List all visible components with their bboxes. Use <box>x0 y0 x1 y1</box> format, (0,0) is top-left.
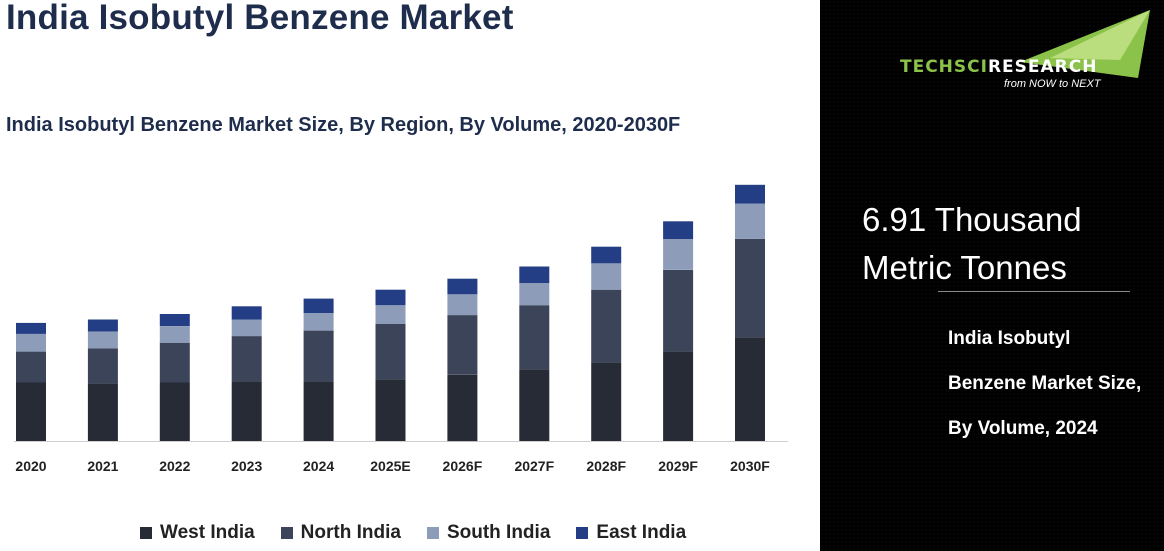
bar-2022-west-india <box>159 382 190 441</box>
stat-value: 6.91 Thousand Metric Tonnes <box>862 201 1082 286</box>
bar-2023-west-india <box>231 381 262 441</box>
legend-item: West India <box>140 522 255 544</box>
logo-tagline: from NOW to NEXT <box>1004 78 1101 90</box>
bar-2023-north-india <box>231 336 262 382</box>
chart-panel: India Isobutyl Benzene Market India Isob… <box>6 0 788 544</box>
logo-brand-a: TECHSCI <box>900 57 988 77</box>
bar-2024-north-india <box>303 330 334 382</box>
bar-2022-south-india <box>159 326 190 343</box>
x-tick-label: 2026F <box>443 458 483 474</box>
bar-2030F-north-india <box>735 238 765 338</box>
bar-2029F-north-india <box>663 269 694 352</box>
bar-2021-south-india <box>87 331 118 349</box>
x-tick-label: 2028F <box>586 458 626 474</box>
bar-2023-south-india <box>231 319 262 337</box>
bar-2027F-east-india <box>519 266 550 284</box>
bar-2022-north-india <box>159 342 190 383</box>
bar-2026F-south-india <box>447 294 478 316</box>
bar-2029F-east-india <box>663 221 694 239</box>
bar-2030F-east-india <box>735 184 765 204</box>
bar-2025E-east-india <box>375 289 406 306</box>
bar-2028F-west-india <box>591 362 622 441</box>
x-tick-label: 2020 <box>15 458 46 474</box>
techsci-logo-icon <box>1020 10 1150 78</box>
legend-label: East India <box>596 522 687 543</box>
x-tick-label: 2021 <box>87 458 118 474</box>
bar-2021-west-india <box>87 383 118 441</box>
bar-2025E-north-india <box>375 324 406 380</box>
legend-item: North India <box>280 522 401 544</box>
stat-description: India Isobutyl Benzene Market Size, By V… <box>948 328 1142 439</box>
logo-wordmark: TECHSCIRESEARCH <box>900 57 1097 77</box>
chart-title: India Isobutyl Benzene Market Size, By R… <box>6 114 681 136</box>
bar-2026F-east-india <box>447 278 478 295</box>
chart-legend: West India North India South India East Ind… <box>140 522 686 544</box>
x-tick-label: 2022 <box>159 458 190 474</box>
bar-2027F-south-india <box>519 283 550 306</box>
bar-2024-west-india <box>303 381 334 441</box>
bar-2026F-west-india <box>447 374 478 442</box>
bar-2024-east-india <box>303 298 334 313</box>
stacked-bar-chart: 2020 2021 2022 2023 2024 2025E 2026F 2027F 2028F… <box>14 184 788 474</box>
bar-2029F-west-india <box>663 351 694 441</box>
x-tick-label: 2023 <box>231 458 262 474</box>
bar-2024-south-india <box>303 312 334 331</box>
bar-2026F-north-india <box>447 315 478 375</box>
bar-2029F-south-india <box>663 238 694 270</box>
x-tick-label: 2025E <box>370 458 410 474</box>
bar-2025E-south-india <box>375 305 406 324</box>
x-tick-label: 2030F <box>730 458 770 474</box>
legend-swatch <box>426 527 439 539</box>
bar-2022-east-india <box>159 314 190 327</box>
legend-label: West India <box>160 522 255 543</box>
bar-2020-north-india <box>16 351 46 383</box>
page-title: India Isobutyl Benzene Market <box>6 0 514 37</box>
bar-2025E-west-india <box>375 379 406 441</box>
bar-2021-east-india <box>87 319 118 332</box>
bar-2020-east-india <box>16 322 46 334</box>
legend-item: South India <box>426 522 551 544</box>
bar-2028F-north-india <box>591 289 622 363</box>
bar-2027F-north-india <box>519 305 550 370</box>
legend-label: South India <box>446 522 551 543</box>
x-tick-label: 2029F <box>658 458 698 474</box>
legend-swatch <box>576 527 589 539</box>
bar-2023-east-india <box>231 306 262 320</box>
bar-2020-west-india <box>16 382 46 441</box>
bar-2027F-west-india <box>519 369 550 441</box>
bar-2028F-south-india <box>591 263 622 290</box>
bar-2020-south-india <box>16 333 46 352</box>
bar-2021-north-india <box>87 348 118 384</box>
x-tick-label: 2027F <box>514 458 554 474</box>
stat-panel: TECHSCIRESEARCH from NOW to NEXT 6.91 Th… <box>820 0 1164 551</box>
legend-item: East India <box>576 522 686 544</box>
x-tick-label: 2024 <box>303 458 334 474</box>
bar-2028F-east-india <box>591 246 622 264</box>
legend-label: North India <box>300 522 401 543</box>
logo-brand-b: RESEARCH <box>987 57 1098 77</box>
divider <box>938 291 1130 292</box>
bar-2030F-west-india <box>735 337 765 441</box>
legend-swatch <box>280 527 293 539</box>
legend-swatch <box>140 527 152 539</box>
bar-2030F-south-india <box>735 203 765 239</box>
